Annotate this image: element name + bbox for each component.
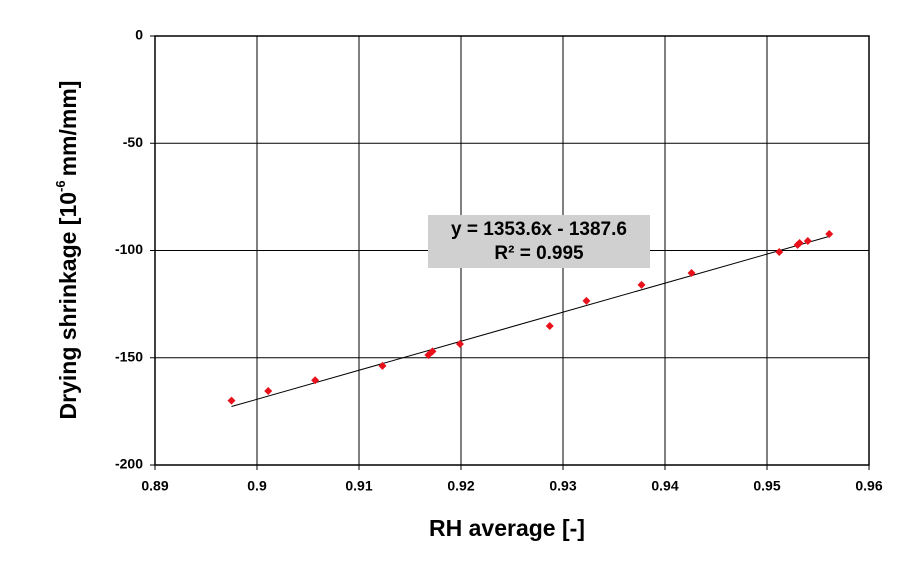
x-tick-label: 0.89	[141, 478, 168, 494]
data-point	[545, 322, 554, 331]
data-point	[795, 238, 804, 247]
y-tick-label: -200	[115, 456, 143, 472]
trendline	[231, 235, 830, 408]
data-point	[803, 237, 812, 246]
trendline-equation: y = 1353.6x - 1387.6	[451, 219, 627, 240]
y-axis-title: Drying shrinkage [10-6 mm/mm]	[53, 81, 81, 420]
data-point	[227, 396, 236, 405]
data-point	[825, 229, 834, 238]
x-tick-label: 0.92	[447, 478, 474, 494]
r-squared: R² = 0.995	[494, 243, 584, 264]
data-point	[264, 386, 273, 395]
x-tick-label: 0.91	[345, 478, 372, 494]
data-point	[378, 361, 387, 370]
plot-frame	[154, 35, 870, 466]
y-axis-title-unit: mm/mm]	[55, 81, 81, 177]
data-point	[637, 280, 646, 289]
data-point	[455, 340, 464, 349]
y-tick-label: 0	[135, 27, 143, 43]
data-point	[687, 269, 696, 278]
equation-box	[428, 215, 650, 268]
x-tick-label: 0.96	[855, 478, 882, 494]
y-tick-label: -50	[123, 134, 143, 150]
y-axis-title-text: Drying shrinkage [10	[55, 192, 81, 420]
x-axis-title: RH average [-]	[429, 515, 585, 541]
y-tick-label: -150	[115, 348, 143, 364]
y-axis-title-exponent: -6	[53, 180, 68, 192]
data-point	[311, 376, 320, 385]
x-tick-label: 0.94	[651, 478, 678, 494]
data-point	[428, 347, 437, 356]
data-point	[582, 296, 591, 305]
x-tick-label: 0.93	[549, 478, 576, 494]
x-tick-label: 0.9	[247, 478, 267, 494]
y-tick-label: -100	[115, 241, 143, 257]
data-point	[775, 248, 784, 257]
x-tick-label: 0.95	[753, 478, 780, 494]
